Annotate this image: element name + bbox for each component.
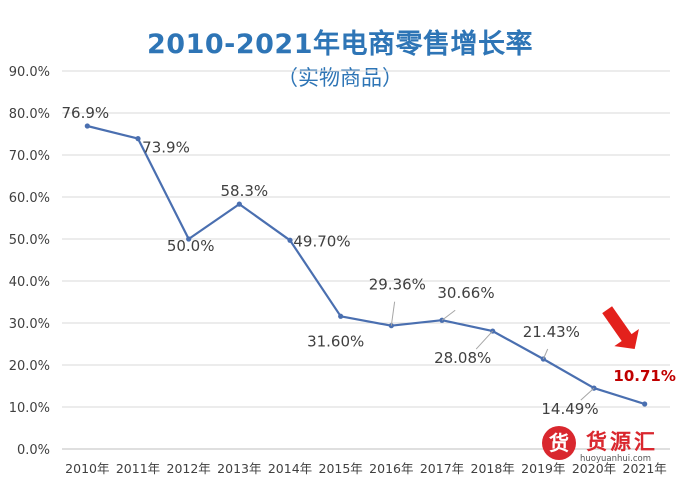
data-label: 30.66% xyxy=(437,284,494,302)
data-label: 21.43% xyxy=(523,323,580,341)
leader-line xyxy=(441,309,456,321)
data-point xyxy=(287,237,293,243)
data-label: 29.36% xyxy=(369,276,426,294)
series-line xyxy=(87,124,646,406)
watermark-url: huoyuanhui.com xyxy=(580,454,651,464)
y-tick-label: 50.0% xyxy=(9,233,50,248)
data-label: 58.3% xyxy=(221,182,269,200)
highlight-arrow-icon xyxy=(602,306,639,350)
y-tick-label: 70.0% xyxy=(9,149,50,164)
x-tick-label: 2010年 xyxy=(65,461,109,476)
x-tick-label: 2012年 xyxy=(167,461,211,476)
data-label: 76.9% xyxy=(62,104,110,122)
chart-title: 2010-2021年电商零售增长率 xyxy=(147,29,533,60)
data-point xyxy=(338,313,344,319)
data-label: 50.0% xyxy=(167,237,215,255)
y-tick-label: 80.0% xyxy=(9,107,50,122)
y-tick-label: 40.0% xyxy=(9,275,50,290)
x-tick-label: 2011年 xyxy=(116,461,160,476)
y-tick-label: 10.0% xyxy=(9,401,50,416)
leader-line xyxy=(390,301,396,326)
x-tick-label: 2013年 xyxy=(217,461,261,476)
x-tick-label: 2018年 xyxy=(471,461,515,476)
data-label: 73.9% xyxy=(142,139,190,157)
y-tick-label: 60.0% xyxy=(9,191,50,206)
x-tick-label: 2020年 xyxy=(572,461,616,476)
arrow-shape xyxy=(602,306,639,350)
y-tick-label: 90.0% xyxy=(9,65,50,80)
y-tick-label: 20.0% xyxy=(9,359,50,374)
data-point xyxy=(186,236,192,242)
data-label: 49.70% xyxy=(293,232,350,250)
data-label: 31.60% xyxy=(307,332,364,350)
leader-line xyxy=(475,330,494,350)
y-tick-label: 30.0% xyxy=(9,317,50,332)
leader-line xyxy=(580,387,595,401)
x-tick-label: 2014年 xyxy=(268,461,312,476)
y-tick-label: 0.0% xyxy=(17,443,50,458)
data-point xyxy=(135,136,141,142)
x-tick-label: 2015年 xyxy=(319,461,363,476)
watermark-name: 货源汇 xyxy=(586,430,658,454)
x-tick-label: 2021年 xyxy=(623,461,667,476)
data-point xyxy=(84,123,90,129)
x-tick-label: 2017年 xyxy=(420,461,464,476)
data-label: 28.08% xyxy=(434,349,491,367)
data-label: 14.49% xyxy=(541,400,598,418)
x-tick-label: 2019年 xyxy=(521,461,565,476)
data-point xyxy=(642,401,648,407)
leader-line xyxy=(542,348,549,360)
data-label: 10.71% xyxy=(613,367,675,385)
x-tick-label: 2016年 xyxy=(369,461,413,476)
watermark: 货 货源汇 huoyuanhui.com xyxy=(542,424,662,468)
watermark-logo: 货 xyxy=(542,426,576,460)
chart-subtitle: （实物商品） xyxy=(277,66,403,90)
data-point xyxy=(236,201,242,207)
